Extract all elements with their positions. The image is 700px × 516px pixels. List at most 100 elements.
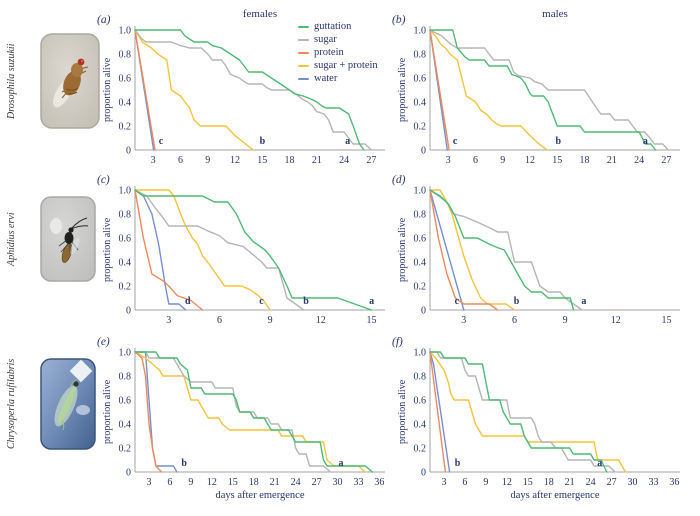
- svg-text:0: 0: [126, 306, 131, 317]
- svg-text:0: 0: [421, 468, 426, 479]
- svg-text:6: 6: [473, 155, 478, 166]
- survival-plot-c: 0 0.2 0.4 0.6 0.8 1.0 3 6 9 12 15 d c b a: [119, 186, 385, 326]
- panel-letter-c: (c): [97, 174, 110, 186]
- column-title-males: males: [542, 8, 568, 20]
- svg-text:15: 15: [228, 477, 238, 488]
- svg-text:36: 36: [669, 477, 679, 488]
- svg-text:0.6: 0.6: [119, 74, 132, 85]
- svg-text:33: 33: [648, 477, 658, 488]
- svg-text:9: 9: [500, 155, 505, 166]
- svg-text:c: c: [159, 136, 164, 147]
- aphidius-wasp-image: [40, 196, 96, 282]
- svg-text:6: 6: [178, 155, 183, 166]
- svg-text:12: 12: [611, 315, 621, 326]
- panel-b: (b) proportion alive 0 0.2 0.4 0.6 0.8 1.0 3 6 9…: [390, 10, 695, 170]
- svg-text:21: 21: [607, 155, 617, 166]
- panel-letter-a: (a): [97, 14, 111, 26]
- svg-text:24: 24: [291, 477, 301, 488]
- svg-text:0.2: 0.2: [414, 444, 427, 455]
- svg-text:24: 24: [634, 155, 644, 166]
- species-label: Aphidius ervi: [6, 212, 17, 266]
- svg-text:0: 0: [421, 146, 426, 157]
- svg-text:0: 0: [421, 306, 426, 317]
- survival-plot-d: 0 0.2 0.4 0.6 0.8 1.0 3 6 9 12 15 c b a: [414, 186, 680, 326]
- svg-text:b: b: [303, 296, 309, 307]
- legend-label: guttation: [314, 21, 352, 32]
- svg-text:0.6: 0.6: [414, 396, 427, 407]
- species-photo-chrysoperla: [40, 358, 96, 455]
- species-label: Drosophila suzukii: [6, 43, 17, 119]
- svg-text:0.6: 0.6: [119, 396, 132, 407]
- legend-item: guttation: [298, 20, 378, 33]
- legend-label: sugar: [314, 34, 337, 45]
- svg-text:6: 6: [217, 315, 222, 326]
- panel-letter-d: (d): [392, 174, 406, 186]
- x-axis-label: days after emergence: [215, 490, 305, 501]
- svg-text:27: 27: [607, 477, 617, 488]
- legend-label: protein: [314, 47, 344, 58]
- svg-text:3: 3: [441, 477, 446, 488]
- column-title-females: females: [242, 8, 278, 20]
- svg-text:27: 27: [661, 155, 671, 166]
- panel-e: (e) proportion alive 0 0.2 0.4 0.6 0.8 1.0 3 6 9…: [95, 332, 400, 492]
- svg-text:3: 3: [151, 155, 156, 166]
- svg-text:9: 9: [188, 477, 193, 488]
- svg-text:0.8: 0.8: [414, 210, 427, 221]
- legend-swatch: [298, 51, 309, 54]
- svg-text:9: 9: [563, 315, 568, 326]
- svg-text:12: 12: [230, 155, 240, 166]
- svg-text:12: 12: [316, 315, 326, 326]
- svg-text:0.4: 0.4: [414, 258, 427, 269]
- svg-text:3: 3: [146, 477, 151, 488]
- svg-text:33: 33: [353, 477, 363, 488]
- svg-text:27: 27: [366, 155, 376, 166]
- svg-text:0.8: 0.8: [119, 50, 132, 61]
- legend-swatch: [298, 25, 309, 28]
- svg-text:0.2: 0.2: [414, 282, 427, 293]
- svg-text:0.6: 0.6: [119, 234, 132, 245]
- svg-text:1.0: 1.0: [414, 26, 427, 37]
- svg-text:15: 15: [366, 315, 376, 326]
- svg-text:0.8: 0.8: [414, 50, 427, 61]
- svg-text:3: 3: [166, 315, 171, 326]
- svg-text:a: a: [597, 458, 602, 469]
- svg-text:36: 36: [374, 477, 384, 488]
- x-axis-label: days after emergence: [510, 490, 600, 501]
- svg-text:0.8: 0.8: [414, 372, 427, 383]
- svg-text:a: a: [369, 296, 374, 307]
- svg-text:12: 12: [207, 477, 217, 488]
- panel-f: (f) proportion alive 0 0.2 0.4 0.6 0.8 1.0 3 6 9…: [390, 332, 695, 492]
- svg-text:d: d: [185, 296, 191, 307]
- svg-text:0.4: 0.4: [119, 258, 132, 269]
- svg-text:15: 15: [523, 477, 533, 488]
- svg-text:30: 30: [333, 477, 343, 488]
- svg-text:a: a: [643, 136, 648, 147]
- svg-text:18: 18: [285, 155, 295, 166]
- panel-letter-b: (b): [392, 14, 406, 26]
- drosophila-fly-image: [40, 33, 100, 129]
- species-label: Chrysoperla rufilabris: [6, 358, 17, 450]
- svg-text:21: 21: [270, 477, 280, 488]
- svg-text:21: 21: [565, 477, 575, 488]
- svg-text:0.6: 0.6: [414, 234, 427, 245]
- survival-plot-b: 0 0.2 0.4 0.6 0.8 1.0 3 6 9 12 15 18 21 24 27 c b a: [414, 26, 680, 166]
- svg-text:12: 12: [502, 477, 512, 488]
- svg-text:3: 3: [461, 315, 466, 326]
- svg-text:21: 21: [312, 155, 322, 166]
- legend: guttation sugar protein sugar + protein wate…: [298, 20, 378, 85]
- svg-text:12: 12: [525, 155, 535, 166]
- svg-text:0.4: 0.4: [414, 420, 427, 431]
- svg-text:c: c: [259, 296, 264, 307]
- svg-text:6: 6: [512, 315, 517, 326]
- svg-text:0: 0: [126, 146, 131, 157]
- svg-text:1.0: 1.0: [119, 186, 132, 197]
- svg-text:18: 18: [580, 155, 590, 166]
- svg-text:b: b: [556, 136, 562, 147]
- svg-text:15: 15: [257, 155, 267, 166]
- species-photo-drosophila: [40, 33, 100, 134]
- svg-text:3: 3: [446, 155, 451, 166]
- svg-text:15: 15: [552, 155, 562, 166]
- svg-text:0.2: 0.2: [119, 122, 132, 133]
- svg-text:a: a: [581, 296, 586, 307]
